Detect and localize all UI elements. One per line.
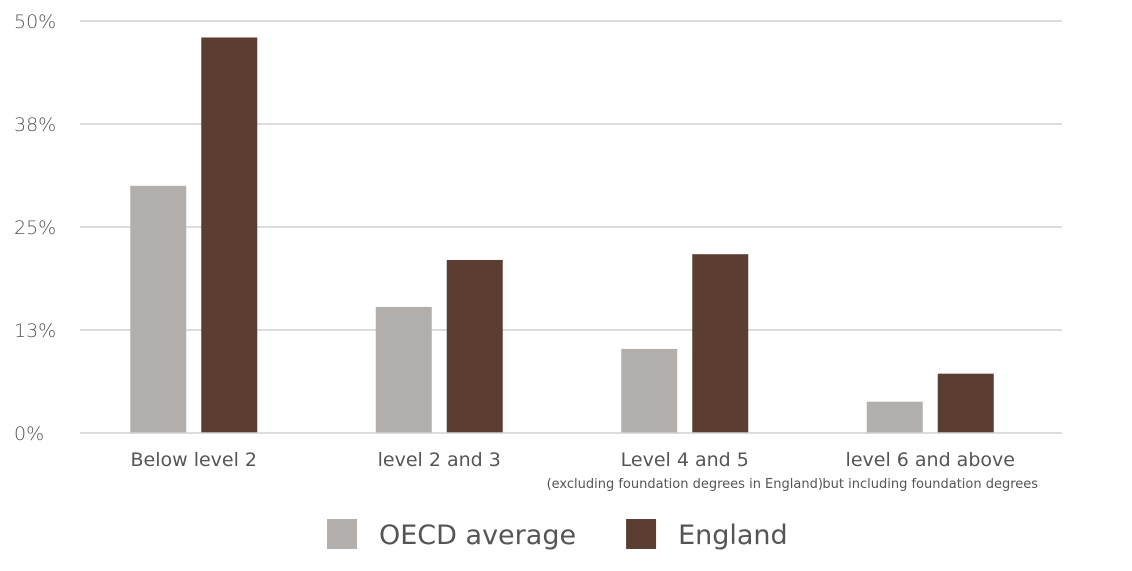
category-labels: Below level 2 level 2 and 3 Level 4 and 5 (… — [130, 449, 1038, 492]
legend-item: OECD average — [327, 519, 576, 551]
category-label: Below level 2 — [130, 449, 257, 471]
bar-oecd-average — [130, 185, 187, 433]
category-label: Level 4 and 5 — [621, 449, 749, 471]
y-tick-label: 13% — [14, 320, 56, 342]
bar-oecd-average — [866, 401, 923, 433]
bars — [130, 37, 994, 433]
y-axis-ticks: 0% 13% 25% 38% 50% — [14, 11, 56, 445]
bar-england — [937, 373, 994, 433]
legend-swatch — [327, 519, 357, 549]
legend-item: England — [626, 519, 788, 551]
y-tick-label: 50% — [14, 11, 56, 33]
legend-label: England — [678, 520, 788, 551]
legend-label: OECD average — [379, 520, 576, 551]
bar-england — [201, 37, 258, 433]
legend-swatch — [626, 519, 657, 549]
bar-oecd-average — [621, 348, 678, 433]
y-tick-label: 38% — [14, 114, 56, 136]
bar-england — [692, 254, 749, 433]
y-tick-label: 0% — [14, 423, 44, 445]
bar-oecd-average — [375, 306, 432, 433]
bar-england — [446, 259, 503, 433]
y-tick-label: 25% — [14, 217, 56, 239]
category-sublabel: but including foundation degrees — [822, 477, 1038, 492]
category-label: level 6 and above — [846, 449, 1015, 471]
legend: OECD average England — [327, 519, 788, 551]
category-sublabel: (excluding foundation degrees in England… — [547, 477, 823, 492]
category-label: level 2 and 3 — [378, 449, 501, 471]
